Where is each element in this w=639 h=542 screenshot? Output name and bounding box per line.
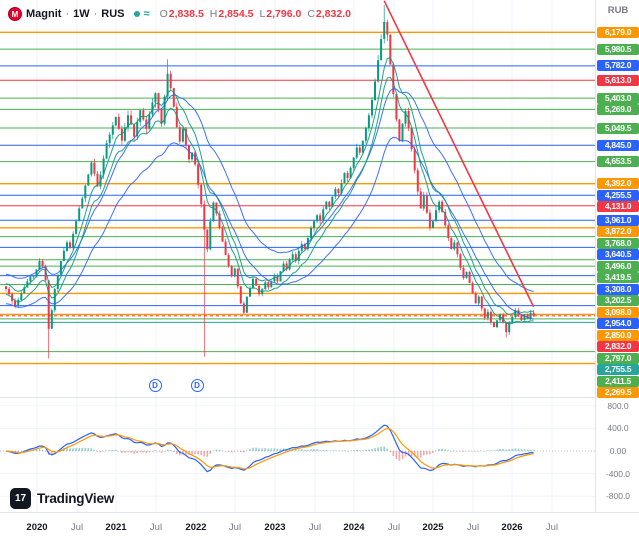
oscillator-axis-label: 400.0 xyxy=(607,423,629,434)
legend-separator: · xyxy=(93,8,98,20)
low-value: 2,796.0 xyxy=(266,8,302,20)
open-label: O xyxy=(159,8,168,20)
price-chart-svg[interactable] xyxy=(0,0,595,397)
price-level-label[interactable]: 3,419.5 xyxy=(597,272,639,284)
time-axis-year-label[interactable]: 2020 xyxy=(26,522,48,533)
oscillator-pane[interactable] xyxy=(0,397,595,513)
time-axis-year-label[interactable]: 2023 xyxy=(264,522,286,533)
time-axis-month-label[interactable]: Jul xyxy=(308,522,322,533)
current-price-label[interactable]: 2,832.0 xyxy=(597,341,639,353)
oscillator-axis-label: -800.0 xyxy=(605,491,631,502)
oscillator-axis-label: -400.0 xyxy=(605,468,631,479)
price-level-label[interactable]: 2,269.5 xyxy=(597,387,639,399)
price-level-label[interactable]: 3,768.0 xyxy=(597,237,639,249)
symbol-logo-letter: M xyxy=(11,9,19,19)
price-level-label[interactable]: 6,179.0 xyxy=(597,26,639,38)
price-level-label[interactable]: 3,496.0 xyxy=(597,260,639,272)
time-axis-month-label[interactable]: Jul xyxy=(149,522,163,533)
price-level-label[interactable]: 3,098.0 xyxy=(597,306,639,318)
tradingview-logo-glyph: 17 xyxy=(14,493,27,504)
market-label[interactable]: RUS xyxy=(101,8,125,20)
price-level-label[interactable]: 4,653.5 xyxy=(597,156,639,168)
price-level-label[interactable]: 4,392.0 xyxy=(597,178,639,190)
tradingview-wordmark[interactable]: TradingView xyxy=(37,491,115,506)
oscillator-svg[interactable] xyxy=(0,398,595,513)
price-level-label[interactable]: 5,980.5 xyxy=(597,43,639,55)
time-axis[interactable]: 2020 Jul 2021 Jul 2022 Jul 2023 Jul 2024 Jul 2025 J… xyxy=(0,512,639,542)
legend-separator: · xyxy=(65,8,70,20)
time-axis-month-label[interactable]: Jul xyxy=(466,522,480,533)
price-level-label[interactable]: 5,049.5 xyxy=(597,122,639,134)
dividend-marker[interactable]: D xyxy=(190,379,204,392)
price-level-label[interactable]: 2,797.0 xyxy=(597,352,639,364)
price-level-label[interactable]: 3,202.5 xyxy=(597,295,639,307)
time-axis-month-label[interactable]: Jul xyxy=(545,522,559,533)
price-level-label[interactable]: 4,845.0 xyxy=(597,139,639,151)
dividend-marker[interactable]: D xyxy=(148,379,162,392)
time-axis-year-label[interactable]: 2026 xyxy=(501,522,523,533)
price-level-label[interactable]: 2,755.5 xyxy=(597,364,639,376)
time-axis-month-label[interactable]: Jul xyxy=(228,522,242,533)
close-value: 2,832.0 xyxy=(315,8,351,20)
price-level-label[interactable]: 2,954.0 xyxy=(597,318,639,330)
oscillator-axis-label: 800.0 xyxy=(607,400,629,411)
price-level-label[interactable]: 5,613.0 xyxy=(597,74,639,86)
time-axis-year-label[interactable]: 2022 xyxy=(185,522,207,533)
time-axis-month-label[interactable]: Jul xyxy=(70,522,84,533)
ohlc-values: O 2,838.5 H 2,854.5 L 2,796.0 C 2,832.0 xyxy=(160,8,351,20)
price-level-label[interactable]: 3,640.5 xyxy=(597,249,639,261)
high-label: H xyxy=(209,8,218,20)
price-level-label[interactable]: 4,131.0 xyxy=(597,201,639,213)
price-level-label[interactable]: 5,403.0 xyxy=(597,92,639,104)
low-label: L xyxy=(259,8,266,20)
interval-label[interactable]: 1W xyxy=(73,8,90,20)
time-axis-year-label[interactable]: 2025 xyxy=(422,522,444,533)
price-level-label[interactable]: 3,872.0 xyxy=(597,226,639,238)
market-status-dot-icon xyxy=(133,11,140,17)
open-value: 2,838.5 xyxy=(168,8,204,20)
time-axis-year-label[interactable]: 2021 xyxy=(105,522,127,533)
currency-label[interactable]: RUB xyxy=(607,5,629,16)
price-level-label[interactable]: 3,308.0 xyxy=(597,283,639,295)
price-level-label[interactable]: 2,850.0 xyxy=(597,329,639,341)
symbol-name[interactable]: Magnit xyxy=(26,8,62,20)
symbol-logo-icon: M xyxy=(8,7,22,21)
price-level-label[interactable]: 5,269.0 xyxy=(597,104,639,116)
price-chart-pane[interactable]: M Magnit · 1W · RUS ≈ O 2,838.5 H 2,854.5 … xyxy=(0,0,595,397)
indicator-wave-icon[interactable]: ≈ xyxy=(143,8,150,20)
tradingview-logo-icon[interactable]: 17 xyxy=(10,488,31,509)
price-level-label[interactable]: 3,961.0 xyxy=(597,214,639,226)
tradingview-branding[interactable]: 17 TradingView xyxy=(10,488,114,509)
price-axis[interactable]: RUB 6,179.0 5,980.5 5,782.0 5,613.0 5,403.0 5… xyxy=(595,0,639,512)
oscillator-axis-label: 0.00 xyxy=(609,446,627,456)
price-level-label[interactable]: 2,411.5 xyxy=(597,375,639,387)
close-label: C xyxy=(307,8,315,20)
chart-legend: M Magnit · 1W · RUS ≈ O 2,838.5 H 2,854.5 … xyxy=(8,7,351,21)
time-axis-year-label[interactable]: 2024 xyxy=(343,522,365,533)
time-axis-month-label[interactable]: Jul xyxy=(387,522,401,533)
high-value: 2,854.5 xyxy=(218,8,254,20)
price-level-label[interactable]: 4,255.5 xyxy=(597,189,639,201)
price-level-label[interactable]: 5,782.0 xyxy=(597,60,639,72)
